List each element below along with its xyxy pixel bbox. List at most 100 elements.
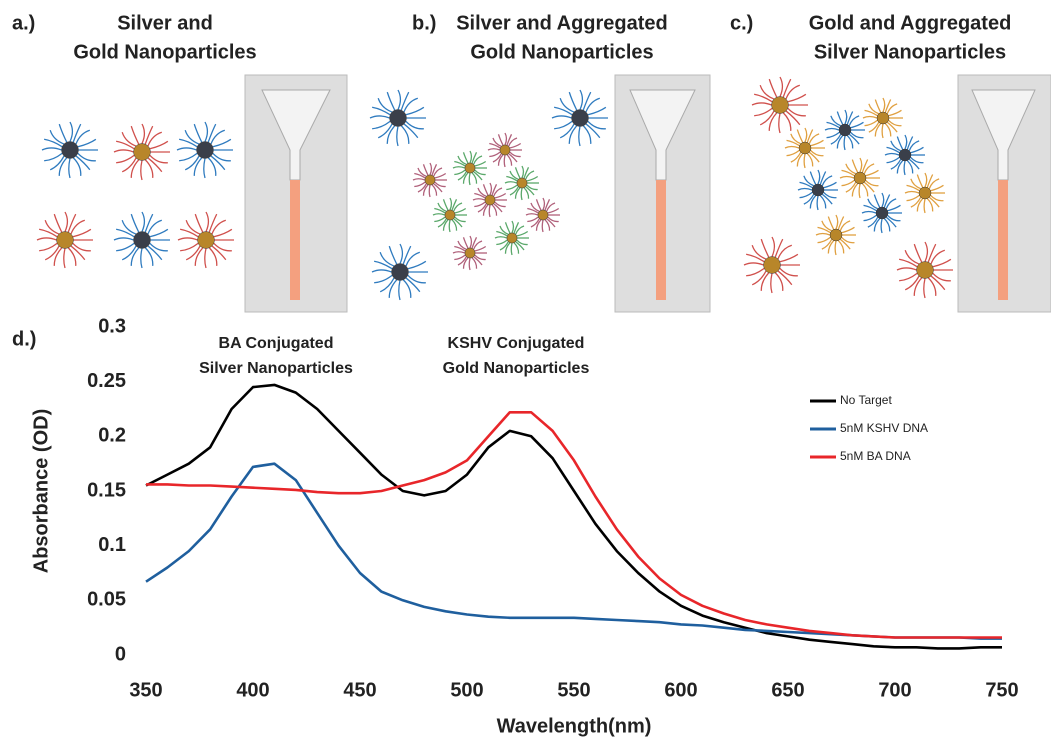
ligand <box>746 254 764 262</box>
ligand <box>68 248 76 266</box>
ligand <box>824 182 837 187</box>
ligand <box>543 198 544 210</box>
ligand <box>521 188 522 200</box>
ligand <box>498 134 503 145</box>
ligand <box>507 155 512 166</box>
ligand <box>783 113 791 131</box>
particle-core <box>830 229 842 241</box>
ligand <box>194 124 202 142</box>
y-tick-label: 0.25 <box>87 370 126 392</box>
ligand <box>37 238 57 240</box>
y-tick-label: 0.1 <box>98 534 126 556</box>
ligand <box>114 150 134 152</box>
ligand <box>185 156 199 170</box>
ligand <box>548 208 559 213</box>
ligand <box>807 154 812 167</box>
x-tick-label: 450 <box>343 679 376 701</box>
particle-core <box>197 142 214 159</box>
x-tick-label: 700 <box>878 679 911 701</box>
ligand <box>817 196 818 210</box>
ligand <box>474 202 485 207</box>
ligand <box>68 214 76 232</box>
ligand <box>838 217 843 230</box>
ligand <box>454 170 465 175</box>
ligand <box>469 173 470 185</box>
particle-core <box>764 257 781 274</box>
ligand <box>754 108 772 116</box>
ligand <box>469 258 470 270</box>
ligand <box>825 129 839 130</box>
y-axis-label: Absorbance (OD) <box>30 409 52 573</box>
ligand <box>398 90 400 110</box>
ligand <box>131 248 139 266</box>
ligand <box>142 124 144 144</box>
ligand <box>527 176 538 181</box>
ligand <box>204 158 205 178</box>
x-tick-label: 350 <box>129 679 162 701</box>
ligand <box>399 280 400 300</box>
panel-title: Silver Nanoparticles <box>814 41 1006 63</box>
ligand <box>769 79 777 97</box>
ligand <box>527 217 538 222</box>
y-tick-label: 0.05 <box>87 589 126 611</box>
ligand <box>495 193 506 198</box>
ligand <box>453 167 465 168</box>
ligand <box>554 121 572 129</box>
ligand <box>73 124 81 142</box>
ligand <box>526 214 538 215</box>
ligand <box>401 92 409 110</box>
ligand <box>443 199 448 210</box>
ligand <box>818 227 831 232</box>
ligand <box>372 107 390 115</box>
panel-title: Silver and <box>117 12 213 34</box>
ligand <box>783 79 791 97</box>
ligand <box>401 126 409 144</box>
ligand <box>145 214 153 232</box>
ligand <box>429 185 430 197</box>
ligand <box>859 184 860 198</box>
annotation: Silver Nanoparticles <box>199 360 353 377</box>
ligand <box>865 110 878 115</box>
ligand <box>475 246 486 251</box>
y-tick-label: 0.15 <box>87 479 126 501</box>
panel-title: Gold Nanoparticles <box>73 41 256 63</box>
ligand <box>838 241 843 254</box>
ligand <box>404 98 418 112</box>
ligand <box>65 212 67 232</box>
ligand <box>423 164 428 175</box>
ligand <box>186 246 200 260</box>
ligand <box>64 248 65 268</box>
ligand <box>116 229 134 237</box>
particle-core <box>876 207 888 219</box>
ligand <box>116 155 134 163</box>
ligand <box>180 243 198 251</box>
ligand <box>883 98 885 112</box>
ligand <box>406 252 420 266</box>
ligand <box>122 246 136 260</box>
ligand <box>370 116 390 118</box>
ligand <box>389 280 397 298</box>
ligand <box>400 244 402 264</box>
ligand <box>818 237 831 242</box>
x-tick-label: 600 <box>664 679 697 701</box>
ligand <box>453 252 465 253</box>
ligand <box>818 170 820 184</box>
ligand <box>490 183 491 195</box>
y-tick-label: 0.2 <box>98 425 126 447</box>
ligand <box>933 259 951 267</box>
legend-label: No Target <box>840 393 892 407</box>
particle-core <box>485 195 495 205</box>
x-axis-label: Wavelength(nm) <box>497 715 652 737</box>
ligand <box>70 122 72 142</box>
ligand <box>925 173 927 187</box>
ligand <box>148 220 162 234</box>
ligand <box>475 161 486 166</box>
ligand <box>842 227 855 232</box>
ligand <box>787 150 800 155</box>
ligand <box>798 189 812 190</box>
ligand <box>827 122 840 127</box>
ligand <box>50 156 64 170</box>
particle-core <box>500 145 510 155</box>
ligand <box>927 199 932 212</box>
ligand <box>510 143 521 148</box>
